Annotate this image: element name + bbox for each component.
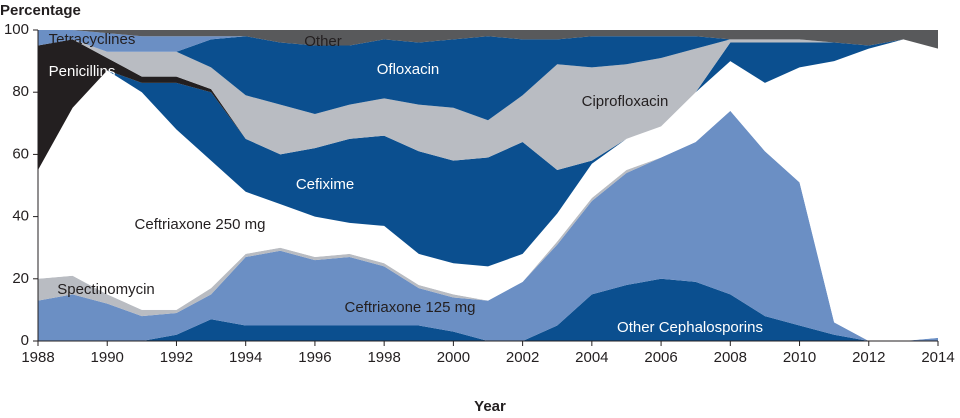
y-tick-label: 40 bbox=[12, 208, 29, 225]
y-tick-label: 20 bbox=[12, 270, 29, 287]
x-tick-label: 1992 bbox=[160, 349, 193, 366]
series-label: Other bbox=[304, 33, 342, 50]
x-tick-label: 1994 bbox=[229, 349, 262, 366]
series-label: Ofloxacin bbox=[377, 61, 440, 78]
x-tick-label: 2014 bbox=[921, 349, 954, 366]
area bbox=[38, 30, 938, 49]
x-tick-label: 2004 bbox=[575, 349, 608, 366]
x-tick-label: 1988 bbox=[21, 349, 54, 366]
area bbox=[38, 30, 938, 52]
y-tick-label: 100 bbox=[4, 21, 29, 38]
x-tick-label: 2002 bbox=[506, 349, 539, 366]
series-label: Cefixime bbox=[296, 176, 354, 193]
area bbox=[38, 36, 938, 121]
area bbox=[38, 39, 938, 267]
x-tick-label: 1996 bbox=[298, 349, 331, 366]
y-tick-label: 0 bbox=[21, 332, 29, 349]
series-label: Ceftriaxone 125 mg bbox=[345, 299, 476, 316]
x-tick-label: 1998 bbox=[367, 349, 400, 366]
y-tick-label: 60 bbox=[12, 145, 29, 162]
area bbox=[38, 39, 938, 170]
x-tick-label: 2000 bbox=[437, 349, 470, 366]
series-label: Ciprofloxacin bbox=[582, 93, 669, 110]
x-tick-label: 2008 bbox=[714, 349, 747, 366]
area bbox=[38, 110, 938, 341]
y-axis-title: Percentage bbox=[0, 2, 81, 19]
series-label: Ceftriaxone 250 mg bbox=[135, 216, 266, 233]
series-label: Spectinomycin bbox=[57, 281, 155, 298]
x-tick-label: 2006 bbox=[644, 349, 677, 366]
x-axis-title: Year bbox=[474, 398, 506, 415]
x-tick-label: 1990 bbox=[91, 349, 124, 366]
y-tick-label: 80 bbox=[12, 83, 29, 100]
area bbox=[38, 39, 938, 341]
series-label: Penicillins bbox=[49, 63, 116, 80]
x-tick-label: 2012 bbox=[852, 349, 885, 366]
x-tick-label: 2010 bbox=[783, 349, 816, 366]
series-label: Other Cephalosporins bbox=[617, 319, 763, 336]
series-label: Tetracyclines bbox=[49, 31, 136, 48]
